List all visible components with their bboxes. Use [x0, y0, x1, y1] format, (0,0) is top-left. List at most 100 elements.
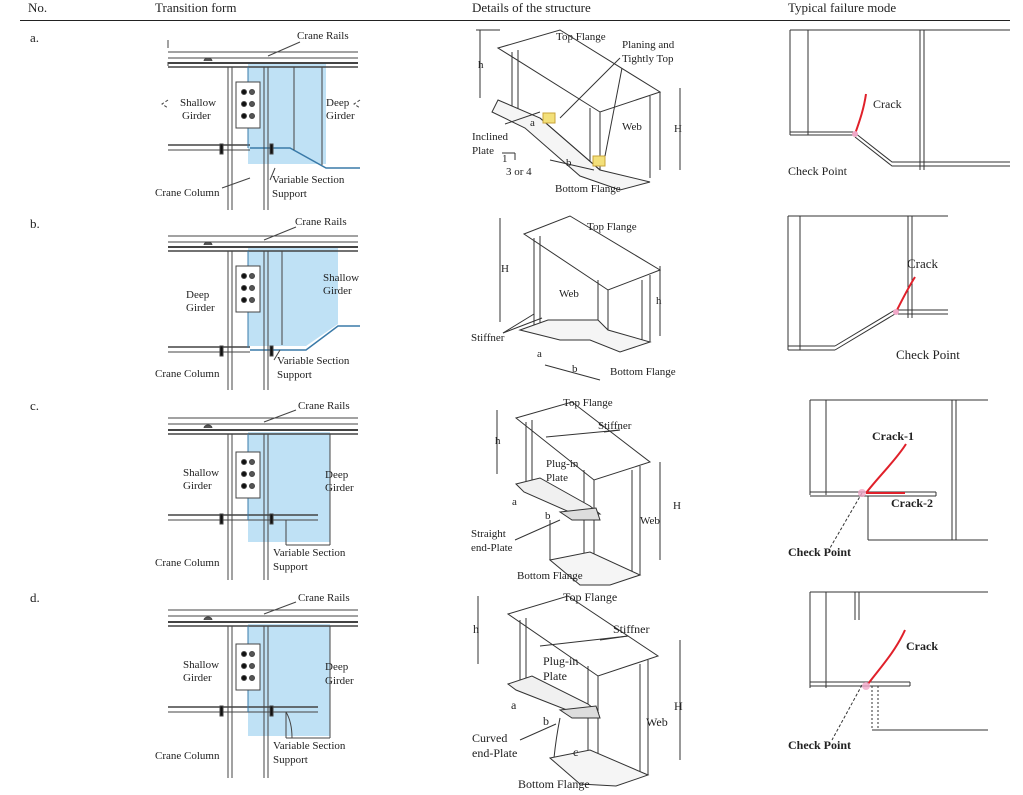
row-a-planing-1: Planing and	[622, 39, 675, 51]
row-b-left-girder-2: Girder	[186, 302, 215, 314]
row-d-stiffner: Stiffner	[613, 622, 649, 636]
row-c-left-girder-2: Girder	[183, 480, 212, 492]
row-a-checkpoint-label: Check Point	[788, 164, 848, 178]
row-a-number: a.	[30, 30, 40, 45]
row-a-right-girder-1: Deep	[326, 97, 350, 109]
header-rule	[20, 20, 1010, 21]
row-d-crack-label: Crack	[906, 639, 938, 653]
row-d-left-girder-2: Girder	[183, 672, 212, 684]
row-d-column-label: Crane Column	[155, 750, 220, 762]
row-b-web: Web	[559, 288, 579, 300]
row-d-plug-2: Plate	[543, 669, 567, 683]
row-c-stiffner: Stiffner	[598, 420, 632, 432]
row-d-number: d.	[30, 590, 40, 605]
row-c-endplate-1: Straight	[471, 528, 506, 540]
row-a-dim-b: b	[566, 157, 572, 169]
row-c-dim-H: H	[673, 500, 681, 512]
row-b-dim-H: H	[501, 263, 509, 275]
header-transition-form: Transition form	[155, 0, 237, 15]
row-b-column-label: Crane Column	[155, 368, 220, 380]
row-c-web: Web	[640, 515, 660, 527]
row-d-dim-h: h	[473, 622, 479, 636]
row-d-bottom-flange: Bottom Flange	[518, 777, 590, 791]
row-a-rails-label: Crane Rails	[297, 30, 349, 42]
row-c-right-girder-1: Deep	[325, 469, 349, 481]
row-a-failure-diagram: Crack Check Point	[788, 29, 1010, 178]
row-a-web: Web	[622, 121, 642, 133]
row-a-right-girder-2: Girder	[326, 110, 355, 122]
row-a-bottom-flange: Bottom Flange	[555, 183, 621, 195]
row-a-dim-h: h	[478, 59, 484, 71]
row-c-structure-diagram: Top Flange Stiffner h Plug-in Plate a b …	[471, 397, 681, 586]
row-d-checkpoint-label: Check Point	[788, 738, 851, 752]
row-c-right-girder-2: Girder	[325, 482, 354, 494]
row-a-slope-1: 1	[502, 153, 508, 165]
row-b-left-girder-1: Deep	[186, 289, 210, 301]
row-b-number: b.	[30, 216, 40, 231]
row-c-checkpoint-label: Check Point	[788, 545, 851, 559]
row-b-dim-b: b	[572, 363, 578, 375]
row-d-endplate-1: Curved	[472, 731, 507, 745]
row-c-dim-a: a	[512, 496, 517, 508]
row-c-support-label-1: Variable Section	[273, 547, 346, 559]
row-a-slope-2: 3 or 4	[506, 166, 532, 178]
row-c-bottom-flange: Bottom Flange	[517, 570, 583, 582]
row-c-plug-2: Plate	[546, 472, 568, 484]
row-d-rails-label: Crane Rails	[298, 592, 350, 604]
row-d-dim-H: H	[674, 699, 683, 713]
row-c-dim-h: h	[495, 435, 501, 447]
row-c-failure-diagram: Crack-1 Crack-2 Check Point	[788, 399, 988, 559]
row-c-crack2-label: Crack-2	[891, 496, 933, 510]
row-d-plug-1: Plug-in	[543, 654, 578, 668]
row-d-dim-a: a	[511, 698, 517, 712]
row-a-transition-diagram: Crane Rails Shallow Girder Deep Girder C…	[155, 30, 361, 210]
row-a-column-label: Crane Column	[155, 187, 220, 199]
row-b-right-girder-1: Shallow	[323, 272, 359, 284]
row-a-structure-diagram: Top Flange Planing and Tightly Top h H a…	[472, 29, 682, 195]
row-b-rails-label: Crane Rails	[295, 216, 347, 228]
row-c-left-girder-1: Shallow	[183, 467, 219, 479]
header-details: Details of the structure	[472, 0, 591, 15]
row-c-top-flange: Top Flange	[563, 397, 613, 409]
row-a-crack-label: Crack	[873, 97, 902, 111]
row-d-right-girder-1: Deep	[325, 661, 349, 673]
row-d-failure-diagram: Crack Check Point	[788, 591, 988, 752]
row-b-failure-diagram: Crack Check Point	[787, 215, 960, 362]
row-b-support-label-1: Variable Section	[277, 355, 350, 367]
row-d-support-label-2: Support	[273, 754, 308, 766]
row-d-endplate-2: end-Plate	[472, 746, 517, 760]
row-d-dim-b: b	[543, 714, 549, 728]
row-d-dim-c: c	[573, 745, 578, 759]
row-a-dim-H: H	[674, 123, 682, 135]
row-c-crack1-label: Crack-1	[872, 429, 914, 443]
row-a-left-girder-2: Girder	[182, 110, 211, 122]
row-a-inclined-1: Inclined	[472, 131, 509, 143]
header-failure-mode: Typical failure mode	[788, 0, 897, 15]
header-no: No.	[28, 0, 48, 15]
row-a-left-girder-1: Shallow	[180, 97, 216, 109]
row-c-column-label: Crane Column	[155, 557, 220, 569]
row-d-left-girder-1: Shallow	[183, 659, 219, 671]
row-a-support-label-2: Support	[272, 188, 307, 200]
row-b-checkpoint-label: Check Point	[896, 347, 960, 362]
row-a-top-flange: Top Flange	[556, 31, 606, 43]
row-d-transition-diagram: Crane Rails Shallow Girder Deep Girder C…	[155, 592, 358, 778]
row-b-transition-diagram: Crane Rails Deep Girder Shallow Girder C…	[155, 216, 360, 390]
row-a-support-label-1: Variable Section	[272, 174, 345, 186]
row-a-dim-a: a	[530, 117, 535, 129]
row-d-web: Web	[646, 715, 668, 729]
row-b-top-flange: Top Flange	[587, 221, 637, 233]
row-c-transition-diagram: Crane Rails Shallow Girder Deep Girder C…	[155, 400, 358, 580]
row-c-support-label-2: Support	[273, 561, 308, 573]
row-b-dim-a: a	[537, 348, 542, 360]
row-b-crack-label: Crack	[907, 256, 939, 271]
row-c-rails-label: Crane Rails	[298, 400, 350, 412]
row-d-top-flange: Top Flange	[563, 590, 617, 604]
row-c-number: c.	[30, 398, 40, 413]
row-b-support-label-2: Support	[277, 369, 312, 381]
row-b-structure-diagram: Top Flange H h Web Stiffner a b Bottom F…	[471, 215, 676, 381]
row-b-stiffner: Stiffner	[471, 332, 505, 344]
row-d-right-girder-2: Girder	[325, 675, 354, 687]
row-d-structure-diagram: Top Flange Stiffner h Plug-in Plate a b …	[472, 590, 683, 791]
row-a-inclined-2: Plate	[472, 145, 494, 157]
